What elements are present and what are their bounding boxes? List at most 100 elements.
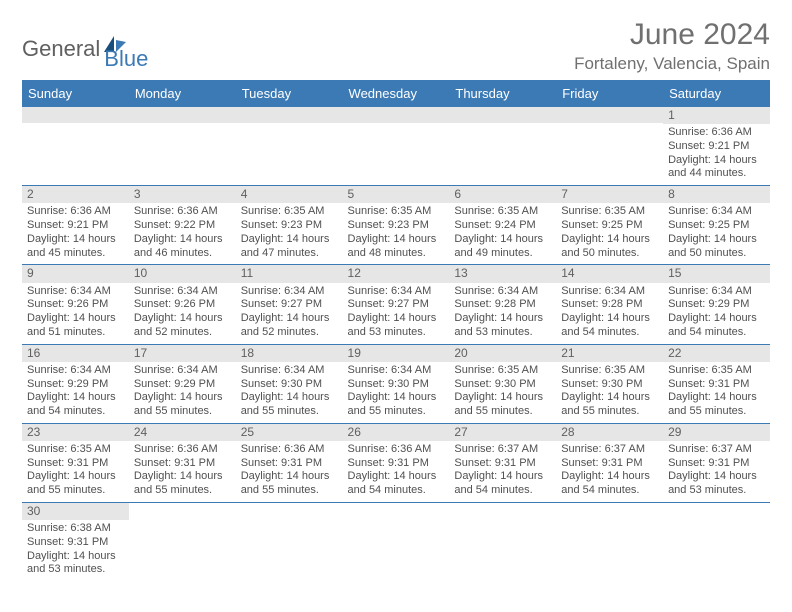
day-content: Sunrise: 6:35 AMSunset: 9:24 PMDaylight:…	[449, 203, 556, 264]
column-header: Tuesday	[236, 80, 343, 107]
calendar-cell	[22, 107, 129, 186]
day-content: Sunrise: 6:34 AMSunset: 9:28 PMDaylight:…	[449, 283, 556, 344]
logo-text-general: General	[22, 36, 100, 62]
calendar-cell: 3Sunrise: 6:36 AMSunset: 9:22 PMDaylight…	[129, 186, 236, 265]
calendar-header-row: SundayMondayTuesdayWednesdayThursdayFrid…	[22, 80, 770, 107]
calendar-cell: 18Sunrise: 6:34 AMSunset: 9:30 PMDayligh…	[236, 344, 343, 423]
calendar-cell: 23Sunrise: 6:35 AMSunset: 9:31 PMDayligh…	[22, 423, 129, 502]
calendar-cell: 26Sunrise: 6:36 AMSunset: 9:31 PMDayligh…	[343, 423, 450, 502]
day-number: 21	[556, 345, 663, 362]
day-number: 30	[22, 503, 129, 520]
calendar-cell: 15Sunrise: 6:34 AMSunset: 9:29 PMDayligh…	[663, 265, 770, 344]
calendar-cell	[663, 502, 770, 581]
calendar-cell: 22Sunrise: 6:35 AMSunset: 9:31 PMDayligh…	[663, 344, 770, 423]
day-number: 3	[129, 186, 236, 203]
calendar-cell	[449, 502, 556, 581]
location-text: Fortaleny, Valencia, Spain	[574, 54, 770, 74]
day-content: Sunrise: 6:37 AMSunset: 9:31 PMDaylight:…	[556, 441, 663, 502]
day-number: 8	[663, 186, 770, 203]
day-content: Sunrise: 6:36 AMSunset: 9:21 PMDaylight:…	[663, 124, 770, 185]
calendar-cell	[449, 107, 556, 186]
day-content: Sunrise: 6:38 AMSunset: 9:31 PMDaylight:…	[22, 520, 129, 581]
calendar-cell: 20Sunrise: 6:35 AMSunset: 9:30 PMDayligh…	[449, 344, 556, 423]
day-content: Sunrise: 6:34 AMSunset: 9:29 PMDaylight:…	[22, 362, 129, 423]
calendar-week-row: 30Sunrise: 6:38 AMSunset: 9:31 PMDayligh…	[22, 502, 770, 581]
day-content: Sunrise: 6:34 AMSunset: 9:27 PMDaylight:…	[236, 283, 343, 344]
column-header: Thursday	[449, 80, 556, 107]
title-block: June 2024 Fortaleny, Valencia, Spain	[574, 18, 770, 74]
header: General Blue June 2024 Fortaleny, Valenc…	[22, 18, 770, 74]
day-content: Sunrise: 6:34 AMSunset: 9:29 PMDaylight:…	[663, 283, 770, 344]
day-number: 1	[663, 107, 770, 124]
calendar-cell: 9Sunrise: 6:34 AMSunset: 9:26 PMDaylight…	[22, 265, 129, 344]
column-header: Monday	[129, 80, 236, 107]
column-header: Saturday	[663, 80, 770, 107]
empty-day	[129, 107, 236, 123]
calendar-week-row: 9Sunrise: 6:34 AMSunset: 9:26 PMDaylight…	[22, 265, 770, 344]
column-header: Friday	[556, 80, 663, 107]
calendar-cell: 1Sunrise: 6:36 AMSunset: 9:21 PMDaylight…	[663, 107, 770, 186]
calendar-body: 1Sunrise: 6:36 AMSunset: 9:21 PMDaylight…	[22, 107, 770, 581]
calendar-week-row: 23Sunrise: 6:35 AMSunset: 9:31 PMDayligh…	[22, 423, 770, 502]
day-number: 26	[343, 424, 450, 441]
day-number: 4	[236, 186, 343, 203]
calendar-cell: 13Sunrise: 6:34 AMSunset: 9:28 PMDayligh…	[449, 265, 556, 344]
day-number: 25	[236, 424, 343, 441]
day-number: 11	[236, 265, 343, 282]
calendar-cell	[129, 107, 236, 186]
calendar-cell: 4Sunrise: 6:35 AMSunset: 9:23 PMDaylight…	[236, 186, 343, 265]
day-number: 5	[343, 186, 450, 203]
column-header: Wednesday	[343, 80, 450, 107]
column-header: Sunday	[22, 80, 129, 107]
day-number: 23	[22, 424, 129, 441]
calendar-cell: 28Sunrise: 6:37 AMSunset: 9:31 PMDayligh…	[556, 423, 663, 502]
day-content: Sunrise: 6:34 AMSunset: 9:25 PMDaylight:…	[663, 203, 770, 264]
day-number: 14	[556, 265, 663, 282]
empty-day	[449, 107, 556, 123]
day-number: 27	[449, 424, 556, 441]
day-content: Sunrise: 6:36 AMSunset: 9:22 PMDaylight:…	[129, 203, 236, 264]
day-content: Sunrise: 6:37 AMSunset: 9:31 PMDaylight:…	[663, 441, 770, 502]
day-content: Sunrise: 6:37 AMSunset: 9:31 PMDaylight:…	[449, 441, 556, 502]
day-content: Sunrise: 6:35 AMSunset: 9:31 PMDaylight:…	[663, 362, 770, 423]
calendar-cell	[343, 502, 450, 581]
day-number: 10	[129, 265, 236, 282]
day-content: Sunrise: 6:34 AMSunset: 9:29 PMDaylight:…	[129, 362, 236, 423]
calendar-cell	[236, 502, 343, 581]
calendar-cell: 19Sunrise: 6:34 AMSunset: 9:30 PMDayligh…	[343, 344, 450, 423]
calendar-cell: 24Sunrise: 6:36 AMSunset: 9:31 PMDayligh…	[129, 423, 236, 502]
empty-day	[22, 107, 129, 123]
day-number: 16	[22, 345, 129, 362]
logo: General Blue	[22, 26, 148, 72]
calendar-cell	[129, 502, 236, 581]
day-number: 15	[663, 265, 770, 282]
calendar-cell: 14Sunrise: 6:34 AMSunset: 9:28 PMDayligh…	[556, 265, 663, 344]
calendar-cell: 8Sunrise: 6:34 AMSunset: 9:25 PMDaylight…	[663, 186, 770, 265]
day-number: 29	[663, 424, 770, 441]
day-content: Sunrise: 6:35 AMSunset: 9:23 PMDaylight:…	[236, 203, 343, 264]
day-content: Sunrise: 6:36 AMSunset: 9:31 PMDaylight:…	[343, 441, 450, 502]
day-content: Sunrise: 6:34 AMSunset: 9:30 PMDaylight:…	[343, 362, 450, 423]
calendar-cell	[236, 107, 343, 186]
calendar-table: SundayMondayTuesdayWednesdayThursdayFrid…	[22, 80, 770, 581]
logo-text-blue: Blue	[104, 46, 148, 71]
page-title: June 2024	[574, 18, 770, 52]
calendar-cell: 16Sunrise: 6:34 AMSunset: 9:29 PMDayligh…	[22, 344, 129, 423]
calendar-cell	[556, 502, 663, 581]
day-content: Sunrise: 6:36 AMSunset: 9:31 PMDaylight:…	[236, 441, 343, 502]
day-number: 28	[556, 424, 663, 441]
day-number: 6	[449, 186, 556, 203]
calendar-cell: 11Sunrise: 6:34 AMSunset: 9:27 PMDayligh…	[236, 265, 343, 344]
day-number: 7	[556, 186, 663, 203]
day-content: Sunrise: 6:34 AMSunset: 9:27 PMDaylight:…	[343, 283, 450, 344]
day-number: 18	[236, 345, 343, 362]
calendar-cell	[556, 107, 663, 186]
calendar-cell: 10Sunrise: 6:34 AMSunset: 9:26 PMDayligh…	[129, 265, 236, 344]
day-number: 17	[129, 345, 236, 362]
day-content: Sunrise: 6:34 AMSunset: 9:28 PMDaylight:…	[556, 283, 663, 344]
day-content: Sunrise: 6:35 AMSunset: 9:23 PMDaylight:…	[343, 203, 450, 264]
day-number: 9	[22, 265, 129, 282]
empty-day	[236, 107, 343, 123]
day-content: Sunrise: 6:36 AMSunset: 9:31 PMDaylight:…	[129, 441, 236, 502]
calendar-week-row: 1Sunrise: 6:36 AMSunset: 9:21 PMDaylight…	[22, 107, 770, 186]
